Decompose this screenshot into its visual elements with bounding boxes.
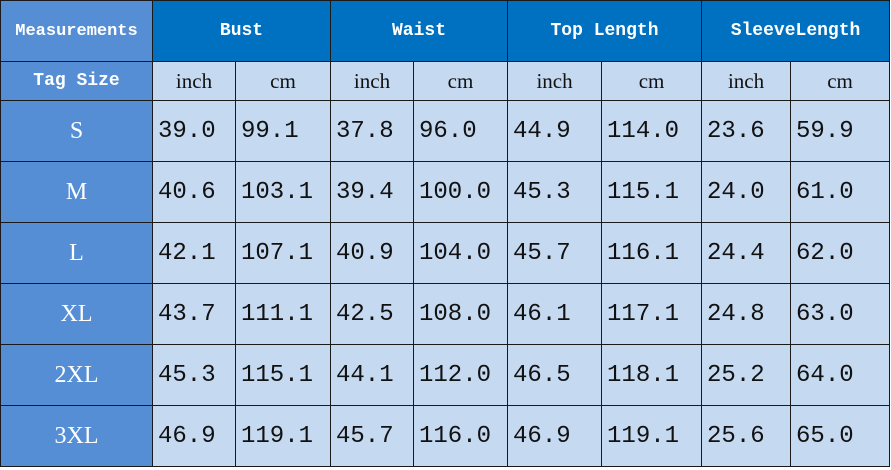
measurement-cell: 112.0: [412, 344, 509, 406]
measurement-cell: 45.3: [507, 161, 603, 223]
measurement-cell: 119.1: [235, 405, 331, 467]
size-label: 2XL: [0, 344, 153, 406]
measurement-cell: 118.1: [601, 344, 703, 406]
measurement-cell: 62.0: [790, 222, 891, 284]
table-row: S 39.0 99.1 37.8 96.0 44.9 114.0 23.6 59.9: [0, 100, 891, 162]
measurement-cell: 104.0: [412, 222, 509, 284]
size-label: XL: [0, 283, 153, 345]
size-label: M: [0, 161, 153, 223]
measurement-cell: 45.7: [330, 405, 414, 467]
waist-header: Waist: [329, 0, 509, 62]
measurement-cell: 107.1: [235, 222, 331, 284]
measurement-cell: 114.0: [601, 100, 703, 162]
measurement-cell: 46.9: [507, 405, 603, 467]
measurement-cell: 44.1: [330, 344, 414, 406]
measurement-cell: 42.1: [152, 222, 236, 284]
measurement-cell: 46.1: [507, 283, 603, 345]
measurement-cell: 59.9: [790, 100, 891, 162]
size-label: S: [0, 100, 153, 162]
unit-header: inch: [330, 61, 414, 101]
header-row: Measurements Bust Waist Top Length Sleev…: [0, 0, 891, 62]
measurement-cell: 103.1: [235, 161, 331, 223]
unit-header: cm: [601, 61, 703, 101]
measurement-cell: 116.1: [601, 222, 703, 284]
measurement-cell: 115.1: [235, 344, 331, 406]
measurement-cell: 100.0: [412, 161, 509, 223]
measurement-cell: 116.0: [412, 405, 509, 467]
measurement-cell: 65.0: [790, 405, 891, 467]
measurement-cell: 25.6: [701, 405, 792, 467]
unit-header: cm: [412, 61, 509, 101]
measurement-cell: 115.1: [601, 161, 703, 223]
table-row: 3XL 46.9 119.1 45.7 116.0 46.9 119.1 25.6 65.0: [0, 405, 891, 467]
measurement-cell: 37.8: [330, 100, 414, 162]
measurement-cell: 43.7: [152, 283, 236, 345]
measurement-cell: 45.7: [507, 222, 603, 284]
measurement-cell: 25.2: [701, 344, 792, 406]
measurement-cell: 40.6: [152, 161, 236, 223]
measurement-cell: 39.4: [330, 161, 414, 223]
measurement-cell: 63.0: [790, 283, 891, 345]
table-row: XL 43.7 111.1 42.5 108.0 46.1 117.1 24.8 63.0: [0, 283, 891, 345]
measurement-cell: 24.8: [701, 283, 792, 345]
sleeve-length-header: SleeveLength: [701, 0, 891, 62]
measurement-cell: 117.1: [601, 283, 703, 345]
measurement-cell: 24.0: [701, 161, 792, 223]
measurement-cell: 46.5: [507, 344, 603, 406]
measurement-cell: 99.1: [235, 100, 331, 162]
measurement-cell: 24.4: [701, 222, 792, 284]
unit-header: cm: [790, 61, 891, 101]
table-row: L 42.1 107.1 40.9 104.0 45.7 116.1 24.4 62.0: [0, 222, 891, 284]
measurement-cell: 96.0: [412, 100, 509, 162]
size-label: 3XL: [0, 405, 153, 467]
tag-size-header: Tag Size: [0, 61, 153, 101]
table-row: 2XL 45.3 115.1 44.1 112.0 46.5 118.1 25.2 64.0: [0, 344, 891, 406]
measurement-cell: 23.6: [701, 100, 792, 162]
unit-header: cm: [235, 61, 331, 101]
unit-row: Tag Size inch cm inch cm inch cm inch cm: [0, 61, 891, 101]
table-row: M 40.6 103.1 39.4 100.0 45.3 115.1 24.0 61.0: [0, 161, 891, 223]
bust-header: Bust: [152, 0, 331, 62]
measurement-cell: 119.1: [601, 405, 703, 467]
unit-header: inch: [701, 61, 792, 101]
measurement-cell: 108.0: [412, 283, 509, 345]
measurement-cell: 44.9: [507, 100, 603, 162]
measurement-cell: 45.3: [152, 344, 236, 406]
unit-header: inch: [507, 61, 603, 101]
measurement-cell: 61.0: [790, 161, 891, 223]
size-label: L: [0, 222, 153, 284]
measurement-cell: 42.5: [330, 283, 414, 345]
measurement-cell: 46.9: [152, 405, 236, 467]
measurement-cell: 40.9: [330, 222, 414, 284]
measurement-cell: 39.0: [152, 100, 236, 162]
measurements-header: Measurements: [0, 0, 153, 62]
measurement-cell: 64.0: [790, 344, 891, 406]
unit-header: inch: [152, 61, 236, 101]
top-length-header: Top Length: [507, 0, 703, 62]
measurement-cell: 111.1: [235, 283, 331, 345]
